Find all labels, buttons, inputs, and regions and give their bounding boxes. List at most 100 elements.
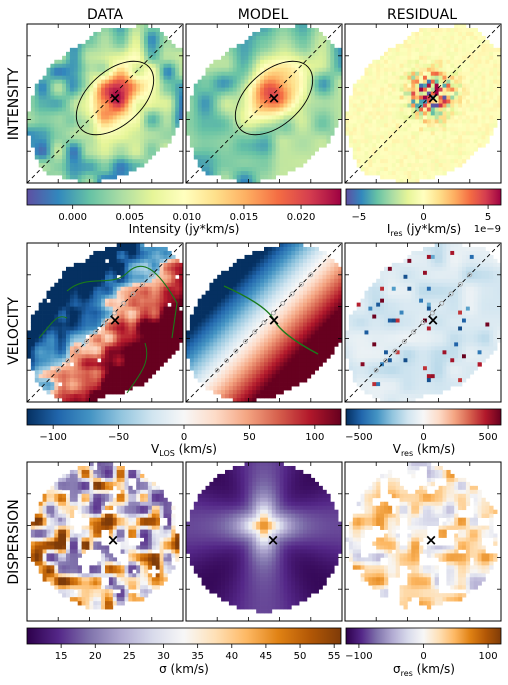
colorbar-intensity: 0.000 0.005 0.010 0.015 0.020 Intensity (jy*… <box>26 188 342 236</box>
colorbar-tick-label: 40 <box>225 651 238 662</box>
major-axis-line <box>345 24 501 183</box>
panel-ticks <box>27 462 183 621</box>
colorbar-tick-label: 0.000 <box>58 212 87 223</box>
major-axis-line <box>186 24 342 183</box>
colorbar-tick-label: 0 <box>420 651 426 662</box>
map-pixels <box>30 462 180 610</box>
colorbar-velocity-gradient <box>26 408 342 426</box>
colorbar-velocity: −100 −50 0 50 100 VLOS (km/s) <box>26 408 342 458</box>
colorbar-dispersion-residual: −100 0 100 σres (km/s) <box>345 627 502 678</box>
column-title-residual: RESIDUAL <box>387 7 457 23</box>
panel-frame <box>185 461 343 622</box>
row-title-intensity: INTENSITY <box>6 67 22 140</box>
colorbar-tick-label: 15 <box>55 651 68 662</box>
colorbar-velocity-residual-label: Vres (km/s) <box>393 442 456 458</box>
colorbar-tick-label: 45 <box>260 651 273 662</box>
colorbar-tick-label: 5 <box>485 212 491 223</box>
panel-frame <box>344 23 502 184</box>
panel-ticks <box>345 243 501 402</box>
colorbar-dispersion: 15 20 25 30 35 40 45 50 55 σ (km/s) <box>26 627 342 676</box>
panel-frame <box>185 23 343 184</box>
center-marker: × <box>427 89 440 107</box>
colorbar-tick-label: 0 <box>420 212 426 223</box>
center-marker: × <box>267 531 280 549</box>
fit-ellipse <box>234 60 314 136</box>
map-panel-velocity-model: × <box>185 242 343 403</box>
row-title-dispersion: DISPERSION <box>6 499 22 584</box>
kinematic-axis-points <box>373 272 473 373</box>
colorbar-tick-label: −500 <box>345 432 372 443</box>
colorbar-tick-label: −100 <box>345 651 372 662</box>
row-title-velocity: VELOCITY <box>6 297 22 365</box>
colorbar-tick-label: 500 <box>479 432 498 443</box>
map-pixels <box>186 462 342 614</box>
panel-ticks <box>27 243 183 402</box>
colorbar-tick-label: 0.005 <box>115 212 144 223</box>
center-marker: × <box>427 311 440 329</box>
map-panel-dispersion-data: × <box>26 461 184 622</box>
map-pixels <box>186 243 342 402</box>
colorbar-dispersion-label: σ (km/s) <box>159 662 209 676</box>
center-marker: × <box>268 311 281 329</box>
map-panel-velocity-data: × <box>26 242 184 403</box>
colorbar-tick-label: 25 <box>123 651 136 662</box>
colorbar-tick-label: 50 <box>243 432 256 443</box>
colorbar-tick-label: 30 <box>157 651 170 662</box>
column-title-data: DATA <box>87 7 123 23</box>
colorbar-intensity-residual-offset: 1e−9 <box>474 224 501 235</box>
map-panel-velocity-residual: × <box>344 242 502 403</box>
map-pixels <box>27 24 183 183</box>
panel-frame <box>26 242 184 403</box>
colorbar-tick-label: 55 <box>328 651 341 662</box>
map-panel-intensity-residual: × <box>344 23 502 184</box>
colorbar-velocity-residual-gradient <box>345 408 502 426</box>
colorbar-intensity-residual-gradient <box>345 188 502 206</box>
map-pixels <box>345 462 498 610</box>
colorbar-tick-label: 0.015 <box>230 212 259 223</box>
colorbar-tick-label: 100 <box>479 651 498 662</box>
colorbar-tick-label: 0 <box>420 432 426 443</box>
colorbar-velocity-label: VLOS (km/s) <box>151 442 217 458</box>
colorbar-tick-label: 0.010 <box>173 212 202 223</box>
panel-frame <box>26 23 184 184</box>
colorbar-tick-label: 0 <box>181 432 187 443</box>
major-axis-line <box>27 243 183 402</box>
panel-frame <box>344 242 502 403</box>
map-panels: × × × × × × × × × <box>26 23 502 622</box>
major-axis-line <box>27 24 183 183</box>
center-marker: × <box>109 311 122 329</box>
colorbars: 0.000 0.005 0.010 0.015 0.020 Intensity (jy*… <box>26 188 502 678</box>
colorbar-dispersion-residual-gradient <box>345 627 502 645</box>
map-panel-dispersion-residual: × <box>344 461 502 622</box>
panel-ticks <box>186 462 342 621</box>
panel-frame <box>344 461 502 622</box>
center-marker: × <box>268 89 281 107</box>
colorbar-tick-label: 50 <box>294 651 307 662</box>
colorbar-dispersion-gradient <box>26 627 342 645</box>
map-panel-intensity-data: × <box>26 23 184 184</box>
colorbar-tick-label: −50 <box>108 432 129 443</box>
map-panel-intensity-model: × <box>185 23 343 184</box>
kinematic-axis-points <box>55 272 155 373</box>
major-axis-line <box>345 243 501 402</box>
colorbar-intensity-gradient <box>26 188 342 206</box>
kinematic-axis-points <box>214 272 314 373</box>
colorbar-dispersion-residual-label: σres (km/s) <box>393 662 455 678</box>
colorbar-intensity-label: Intensity (jy*km/s) <box>129 222 240 236</box>
panel-ticks <box>186 24 342 183</box>
colorbar-tick-label: 0.020 <box>287 212 316 223</box>
zero-velocity-contours <box>38 265 178 394</box>
zero-velocity-line <box>223 285 319 355</box>
colorbar-tick-label: 20 <box>89 651 102 662</box>
fit-ellipse <box>75 60 155 136</box>
panel-ticks <box>27 24 183 183</box>
major-axis-line <box>186 243 342 402</box>
panel-frame <box>185 242 343 403</box>
panel-frame <box>26 461 184 622</box>
panel-ticks <box>186 243 342 402</box>
colorbar-tick-label: −5 <box>352 212 367 223</box>
colorbar-intensity-residual-label: Ires (jy*km/s) <box>387 222 461 238</box>
colorbar-intensity-residual: −5 0 5 Ires (jy*km/s) 1e−9 <box>345 188 502 238</box>
map-pixels <box>345 24 501 183</box>
